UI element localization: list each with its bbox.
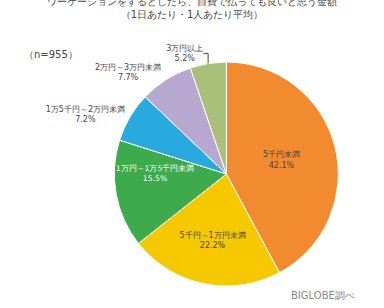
svg-text:5千円～1万円未満22.2%: 5千円～1万円未満22.2%	[179, 231, 245, 250]
svg-text:（n=955）: （n=955）	[24, 49, 78, 60]
svg-text:1万円～1万5千円未満15.5%: 1万円～1万5千円未満15.5%	[116, 164, 195, 183]
svg-text:1万5千円～2万円未満7.2%: 1万5千円～2万円未満7.2%	[46, 105, 125, 124]
svg-text:5千円未満42.1%: 5千円未満42.1%	[263, 150, 300, 169]
svg-text:2万円～3万円未満7.7%: 2万円～3万円未満7.7%	[95, 63, 161, 82]
svg-text:ワーケーションをするとしたら、自費で払っても良いと思う金額（: ワーケーションをするとしたら、自費で払っても良いと思う金額（1日あたり・1人あた…	[47, 0, 337, 20]
svg-text:3万円以上5.2%: 3万円以上5.2%	[166, 44, 203, 63]
svg-text:BIGLOBE調べ: BIGLOBE調べ	[291, 290, 355, 301]
